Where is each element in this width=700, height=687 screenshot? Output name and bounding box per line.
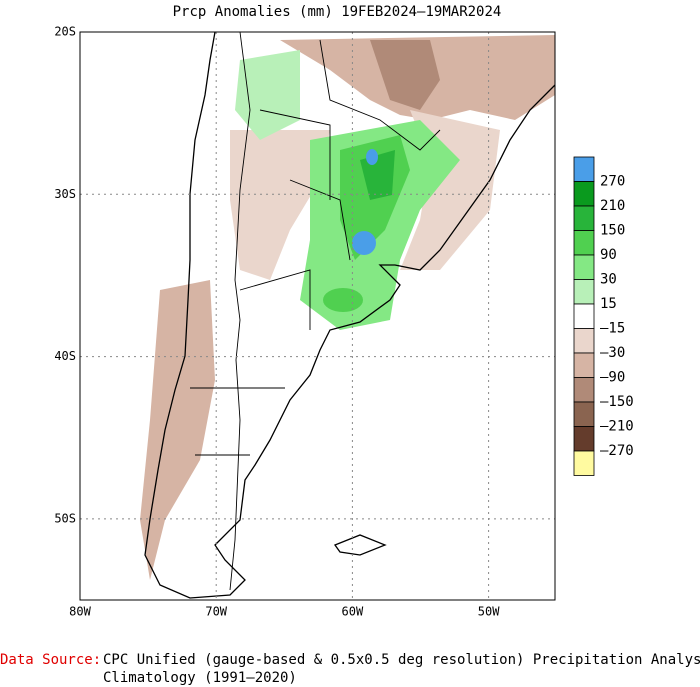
legend-swatch (573, 279, 595, 305)
legend-swatch (573, 230, 595, 256)
dry-patch (230, 130, 330, 280)
legend-swatch (573, 450, 595, 476)
climatology-text: Climatology (1991–2020) (103, 670, 297, 686)
legend-label: 210 (600, 198, 625, 214)
legend-swatch (573, 156, 595, 182)
legend-label: –210 (600, 419, 634, 435)
legend-label: –270 (600, 443, 634, 459)
map-frame (79, 31, 556, 601)
source-label: Data Source: (0, 652, 101, 668)
legend-label: 150 (600, 223, 625, 239)
dry-patch (140, 280, 215, 580)
dry-patch (370, 40, 440, 110)
legend-label: 270 (600, 174, 625, 190)
map-panel (79, 31, 556, 601)
legend-label: –90 (600, 370, 625, 386)
grid (80, 32, 555, 600)
map-title: Prcp Anomalies (mm) 19FEB2024–19MAR2024 (173, 4, 502, 20)
legend-swatch (573, 401, 595, 427)
legend: 270 210 150 90 30 15 –15 –30 –90 –150 –210 –270 (573, 156, 634, 476)
lon-label: 50W (478, 605, 500, 619)
legend-swatch (573, 328, 595, 354)
lat-label: 50S (54, 511, 76, 525)
wet-max (352, 231, 376, 255)
dry-patch (400, 110, 500, 270)
lat-label: 40S (54, 349, 76, 363)
legend-swatch (573, 352, 595, 378)
borders (190, 31, 441, 591)
legend-label: 15 (600, 296, 617, 312)
falklands (333, 534, 387, 556)
coastline (144, 31, 556, 599)
legend-label: 90 (600, 247, 617, 263)
lat-label: 20S (54, 25, 76, 39)
legend-swatch (573, 303, 595, 329)
legend-label: –150 (600, 394, 634, 410)
lon-label: 80W (69, 605, 91, 619)
legend-swatch (573, 426, 595, 452)
source-text: CPC Unified (gauge-based & 0.5x0.5 deg r… (103, 652, 700, 668)
legend-swatch (573, 181, 595, 207)
legend-label: –30 (600, 345, 625, 361)
legend-label: –15 (600, 321, 625, 337)
legend-swatch (573, 205, 595, 231)
legend-swatch (573, 377, 595, 403)
legend-swatch (573, 254, 595, 280)
wet-patch (323, 288, 363, 312)
lon-label: 70W (205, 605, 227, 619)
lon-label: 60W (342, 605, 364, 619)
wet-max (366, 149, 378, 165)
lat-label: 30S (54, 187, 76, 201)
legend-label: 30 (600, 272, 617, 288)
wet-patch (235, 50, 300, 140)
